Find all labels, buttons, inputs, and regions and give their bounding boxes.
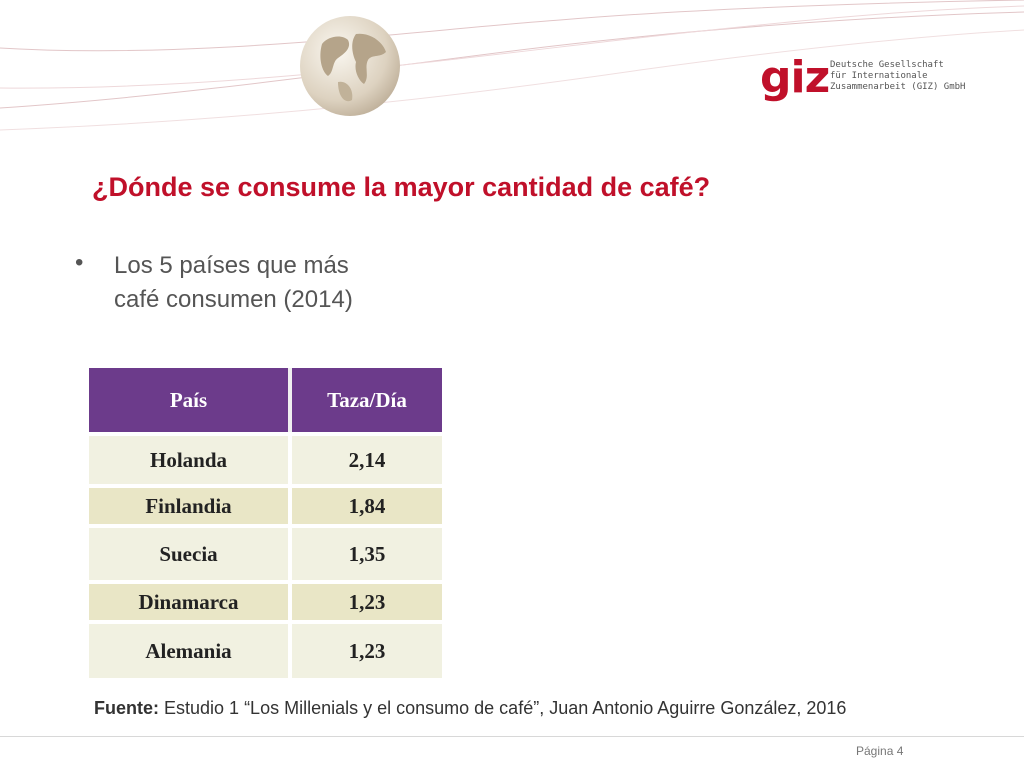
bullet-text: Los 5 países que más café consumen (2014… (114, 252, 353, 313)
giz-wordmark: giz (760, 52, 830, 103)
table-row: Holanda 2,14 (89, 436, 442, 484)
giz-logo-line-3: Zusammenarbeit (GIZ) GmbH (830, 82, 966, 92)
cell-value: 1,84 (292, 488, 442, 524)
cell-value: 1,35 (292, 528, 442, 580)
table-row: Dinamarca 1,23 (89, 584, 442, 620)
giz-logo-line-1: Deutsche Gesellschaft (830, 60, 944, 70)
bullet-marker: • (75, 249, 84, 276)
source-label: Fuente: (94, 698, 159, 718)
cell-country: Alemania (89, 624, 288, 678)
cell-country: Suecia (89, 528, 288, 580)
header-cups-per-day: Taza/Día (327, 387, 407, 412)
cell-country: Dinamarca (89, 584, 288, 620)
table-row: Alemania 1,23 (89, 624, 442, 678)
cell-country: Finlandia (89, 488, 288, 524)
source-citation: Fuente: Estudio 1 “Los Millenials y el c… (94, 698, 846, 719)
page-number: Página 4 (856, 744, 904, 758)
giz-logo-text: Deutsche Gesellschaft für Internationale… (830, 60, 965, 93)
globe-icon (300, 16, 400, 116)
cell-value: 2,14 (292, 436, 442, 484)
cell-country: Holanda (89, 436, 288, 484)
decorative-swoosh-lines (0, 0, 1024, 131)
table-header: País Taza/Día (89, 368, 442, 432)
coffee-consumption-table: País Taza/Día Holanda 2,14 Finlandia 1,8… (89, 368, 442, 678)
table-row: Suecia 1,35 (89, 528, 442, 580)
giz-logo-line-2: für Internationale (830, 71, 928, 81)
footer-divider (0, 736, 1024, 737)
header-country: País (169, 387, 208, 412)
cell-value: 1,23 (292, 584, 442, 620)
slide-title: ¿Dónde se consume la mayor cantidad de c… (92, 172, 711, 202)
table-row: Finlandia 1,84 (89, 488, 442, 524)
source-text: Estudio 1 “Los Millenials y el consumo d… (164, 698, 847, 718)
cell-value: 1,23 (292, 624, 442, 678)
